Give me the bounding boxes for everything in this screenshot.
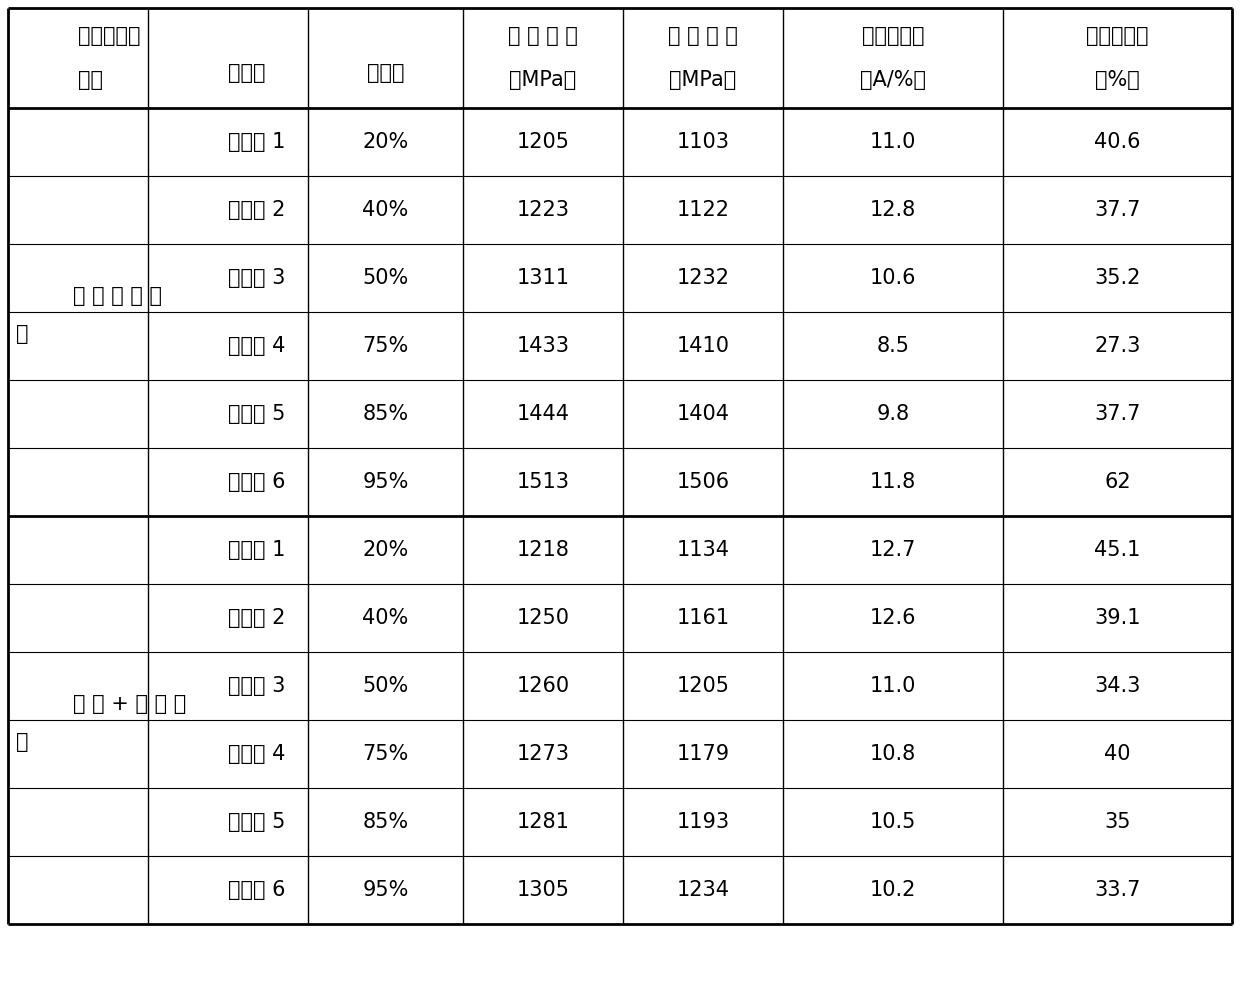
Text: 20%: 20% bbox=[362, 540, 409, 560]
Text: 10.2: 10.2 bbox=[869, 880, 916, 900]
Text: 断面收缩率: 断面收缩率 bbox=[1086, 26, 1148, 46]
Text: 50%: 50% bbox=[362, 676, 409, 696]
Text: 方式: 方式 bbox=[78, 70, 103, 90]
Text: 对比例 4: 对比例 4 bbox=[228, 744, 285, 764]
Text: 12.8: 12.8 bbox=[870, 200, 916, 220]
Text: 27.3: 27.3 bbox=[1095, 336, 1141, 356]
Text: 1305: 1305 bbox=[517, 880, 569, 900]
Text: 1506: 1506 bbox=[677, 472, 729, 492]
Text: 1193: 1193 bbox=[677, 812, 729, 832]
Text: 实施例: 实施例 bbox=[228, 63, 265, 83]
Text: 变形量: 变形量 bbox=[367, 63, 404, 83]
Text: 固 溶 + 时 效 处: 固 溶 + 时 效 处 bbox=[73, 694, 186, 714]
Text: 11.0: 11.0 bbox=[869, 676, 916, 696]
Text: 1444: 1444 bbox=[517, 404, 569, 424]
Text: 12.7: 12.7 bbox=[869, 540, 916, 560]
Text: 对比例 2: 对比例 2 bbox=[228, 608, 285, 628]
Text: 50%: 50% bbox=[362, 268, 409, 288]
Text: 实施例 5: 实施例 5 bbox=[228, 404, 285, 424]
Text: 1179: 1179 bbox=[677, 744, 729, 764]
Text: 1232: 1232 bbox=[677, 268, 729, 288]
Text: 1250: 1250 bbox=[517, 608, 569, 628]
Text: 1260: 1260 bbox=[516, 676, 569, 696]
Text: 35.2: 35.2 bbox=[1095, 268, 1141, 288]
Text: 1513: 1513 bbox=[517, 472, 569, 492]
Text: 40%: 40% bbox=[362, 200, 409, 220]
Text: 1218: 1218 bbox=[517, 540, 569, 560]
Text: 12.6: 12.6 bbox=[869, 608, 916, 628]
Text: 形变后处理: 形变后处理 bbox=[78, 26, 140, 46]
Text: （A/%）: （A/%） bbox=[861, 70, 926, 90]
Text: 1433: 1433 bbox=[517, 336, 569, 356]
Text: 34.3: 34.3 bbox=[1095, 676, 1141, 696]
Text: 1122: 1122 bbox=[677, 200, 729, 220]
Text: 40%: 40% bbox=[362, 608, 409, 628]
Text: 37.7: 37.7 bbox=[1095, 200, 1141, 220]
Text: 对比例 6: 对比例 6 bbox=[228, 880, 285, 900]
Text: 1311: 1311 bbox=[517, 268, 569, 288]
Text: 1223: 1223 bbox=[517, 200, 569, 220]
Text: 抗 拉 强 度: 抗 拉 强 度 bbox=[508, 26, 578, 46]
Text: 直 接 时 效 处: 直 接 时 效 处 bbox=[73, 286, 162, 306]
Text: 断后伸长率: 断后伸长率 bbox=[862, 26, 924, 46]
Text: 40.6: 40.6 bbox=[1094, 132, 1141, 152]
Text: 85%: 85% bbox=[362, 404, 408, 424]
Text: 40: 40 bbox=[1105, 744, 1131, 764]
Text: 45.1: 45.1 bbox=[1095, 540, 1141, 560]
Text: 实施例 4: 实施例 4 bbox=[228, 336, 285, 356]
Text: 11.8: 11.8 bbox=[870, 472, 916, 492]
Text: 10.8: 10.8 bbox=[870, 744, 916, 764]
Text: 实施例 6: 实施例 6 bbox=[228, 472, 285, 492]
Text: 75%: 75% bbox=[362, 336, 409, 356]
Text: 实施例 3: 实施例 3 bbox=[228, 268, 285, 288]
Text: 屈 服 强 度: 屈 服 强 度 bbox=[668, 26, 738, 46]
Text: （MPa）: （MPa） bbox=[670, 70, 737, 90]
Text: 39.1: 39.1 bbox=[1094, 608, 1141, 628]
Text: 20%: 20% bbox=[362, 132, 409, 152]
Text: 75%: 75% bbox=[362, 744, 409, 764]
Text: 8.5: 8.5 bbox=[877, 336, 909, 356]
Text: 10.5: 10.5 bbox=[869, 812, 916, 832]
Text: 1134: 1134 bbox=[677, 540, 729, 560]
Text: 1103: 1103 bbox=[677, 132, 729, 152]
Text: 对比例 5: 对比例 5 bbox=[228, 812, 285, 832]
Text: 10.6: 10.6 bbox=[869, 268, 916, 288]
Text: 1234: 1234 bbox=[677, 880, 729, 900]
Text: 1205: 1205 bbox=[677, 676, 729, 696]
Text: 对比例 3: 对比例 3 bbox=[228, 676, 285, 696]
Text: 1404: 1404 bbox=[677, 404, 729, 424]
Text: 1281: 1281 bbox=[517, 812, 569, 832]
Text: 85%: 85% bbox=[362, 812, 408, 832]
Text: 1273: 1273 bbox=[517, 744, 569, 764]
Text: 95%: 95% bbox=[362, 472, 409, 492]
Text: 理: 理 bbox=[16, 732, 29, 752]
Text: 实施例 1: 实施例 1 bbox=[228, 132, 285, 152]
Text: 理: 理 bbox=[16, 324, 29, 344]
Text: 37.7: 37.7 bbox=[1095, 404, 1141, 424]
Text: 9.8: 9.8 bbox=[877, 404, 910, 424]
Text: 1161: 1161 bbox=[677, 608, 729, 628]
Text: 11.0: 11.0 bbox=[869, 132, 916, 152]
Text: 62: 62 bbox=[1104, 472, 1131, 492]
Text: 33.7: 33.7 bbox=[1095, 880, 1141, 900]
Text: 95%: 95% bbox=[362, 880, 409, 900]
Text: （MPa）: （MPa） bbox=[510, 70, 577, 90]
Text: 35: 35 bbox=[1105, 812, 1131, 832]
Text: 1205: 1205 bbox=[517, 132, 569, 152]
Text: （%）: （%） bbox=[1095, 70, 1140, 90]
Text: 实施例 2: 实施例 2 bbox=[228, 200, 285, 220]
Text: 1410: 1410 bbox=[677, 336, 729, 356]
Text: 对比例 1: 对比例 1 bbox=[228, 540, 285, 560]
